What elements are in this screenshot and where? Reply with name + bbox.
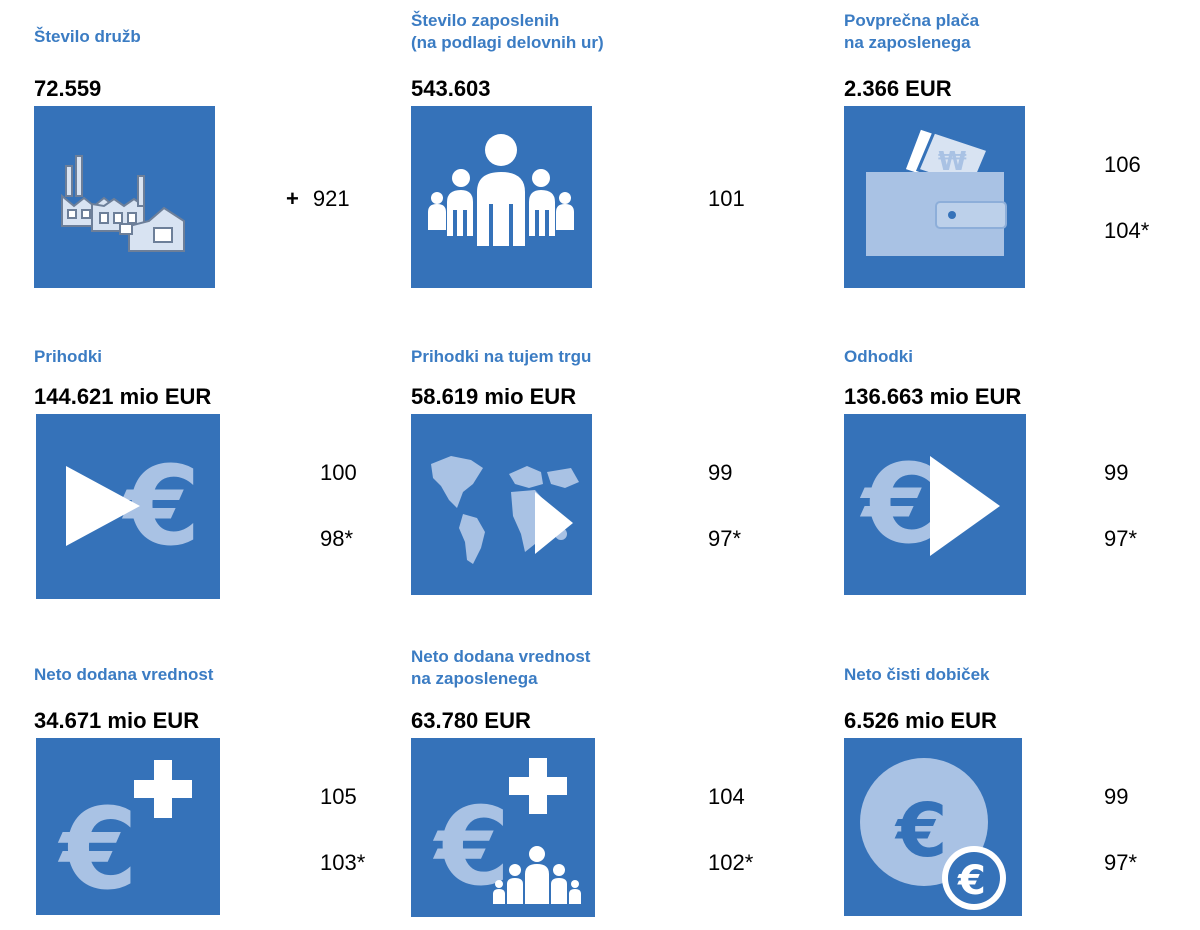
card-stevilo-druzb: Število družb 72.559 +921 <box>34 0 434 310</box>
coin-euro-icon: € € <box>844 738 1022 916</box>
revenue-play-euro-icon: € <box>36 414 220 599</box>
card-label: Neto dodana vrednost na zaposlenega <box>411 647 591 688</box>
expense-euro-play-icon: € <box>844 414 1026 595</box>
card-povprecna-placa: Povprečna plača na zaposlenega 2.366 EUR… <box>844 0 1200 310</box>
index-previous: 98* <box>320 526 354 551</box>
card-stevilo-zaposlenih: Število zaposlenih (na podlagi delovnih … <box>411 0 811 310</box>
factory-icon <box>34 106 215 288</box>
index-previous: 104* <box>1104 218 1150 243</box>
plus-sign: + <box>286 186 299 211</box>
card-neto-cisti-dobicek: Neto čisti dobiček 6.526 mio EUR € € 99 … <box>844 620 1200 930</box>
index-current: 100 <box>320 460 357 485</box>
index-previous: 97* <box>708 526 742 551</box>
index-current: 101 <box>708 186 745 211</box>
index-previous: 102* <box>708 850 754 875</box>
card-value: 63.780 EUR <box>411 708 531 733</box>
card-label: Prihodki <box>34 347 103 366</box>
svg-text:€: € <box>894 788 948 874</box>
card-value: 136.663 mio EUR <box>844 384 1022 409</box>
card-value: 543.603 <box>411 76 491 101</box>
world-map-icon <box>411 414 592 595</box>
svg-text:€: € <box>859 440 939 568</box>
card-label: Odhodki <box>844 347 913 366</box>
card-prihodki-tujem-trgu: Prihodki na tujem trgu 58.619 mio EUR 99… <box>411 310 811 620</box>
card-value: 34.671 mio EUR <box>34 708 200 733</box>
wallet-icon: ₩ <box>844 106 1025 288</box>
euro-plus-people-icon: € <box>411 738 595 917</box>
index-current: 99 <box>1104 784 1129 809</box>
index-current: 921 <box>312 186 350 211</box>
card-prihodki: Prihodki 144.621 mio EUR € 100 98* <box>34 310 434 620</box>
card-value: 58.619 mio EUR <box>411 384 577 409</box>
index-previous: 103* <box>320 850 366 875</box>
euro-plus-icon: € <box>36 738 220 915</box>
people-icon <box>411 106 592 288</box>
card-label: Neto dodana vrednost <box>34 665 214 684</box>
card-label: Neto čisti dobiček <box>844 665 990 684</box>
card-label: Število družb <box>34 27 141 46</box>
card-neto-dodana-vrednost-na-zaposlenega: Neto dodana vrednost na zaposlenega 63.7… <box>411 620 811 930</box>
index-value: +921 <box>286 186 350 212</box>
index-previous: 97* <box>1104 850 1138 875</box>
card-value: 2.366 EUR <box>844 76 952 101</box>
card-value: 72.559 <box>34 76 102 101</box>
index-current: 106 <box>1104 152 1141 177</box>
index-previous: 97* <box>1104 526 1138 551</box>
svg-text:€: € <box>57 785 138 915</box>
index-current: 99 <box>1104 460 1129 485</box>
card-label: Prihodki na tujem trgu <box>411 347 592 366</box>
card-neto-dodana-vrednost: Neto dodana vrednost 34.671 mio EUR € 10… <box>34 620 434 930</box>
card-value: 6.526 mio EUR <box>844 708 997 733</box>
index-current: 104 <box>708 784 745 809</box>
index-current: 105 <box>320 784 357 809</box>
card-value: 144.621 mio EUR <box>34 384 212 409</box>
card-odhodki: Odhodki 136.663 mio EUR € 99 97* <box>844 310 1200 620</box>
svg-text:€: € <box>957 858 986 904</box>
card-label: Povprečna plača na zaposlenega <box>844 11 980 52</box>
index-current: 99 <box>708 460 733 485</box>
card-label: Število zaposlenih (na podlagi delovnih … <box>411 11 604 52</box>
